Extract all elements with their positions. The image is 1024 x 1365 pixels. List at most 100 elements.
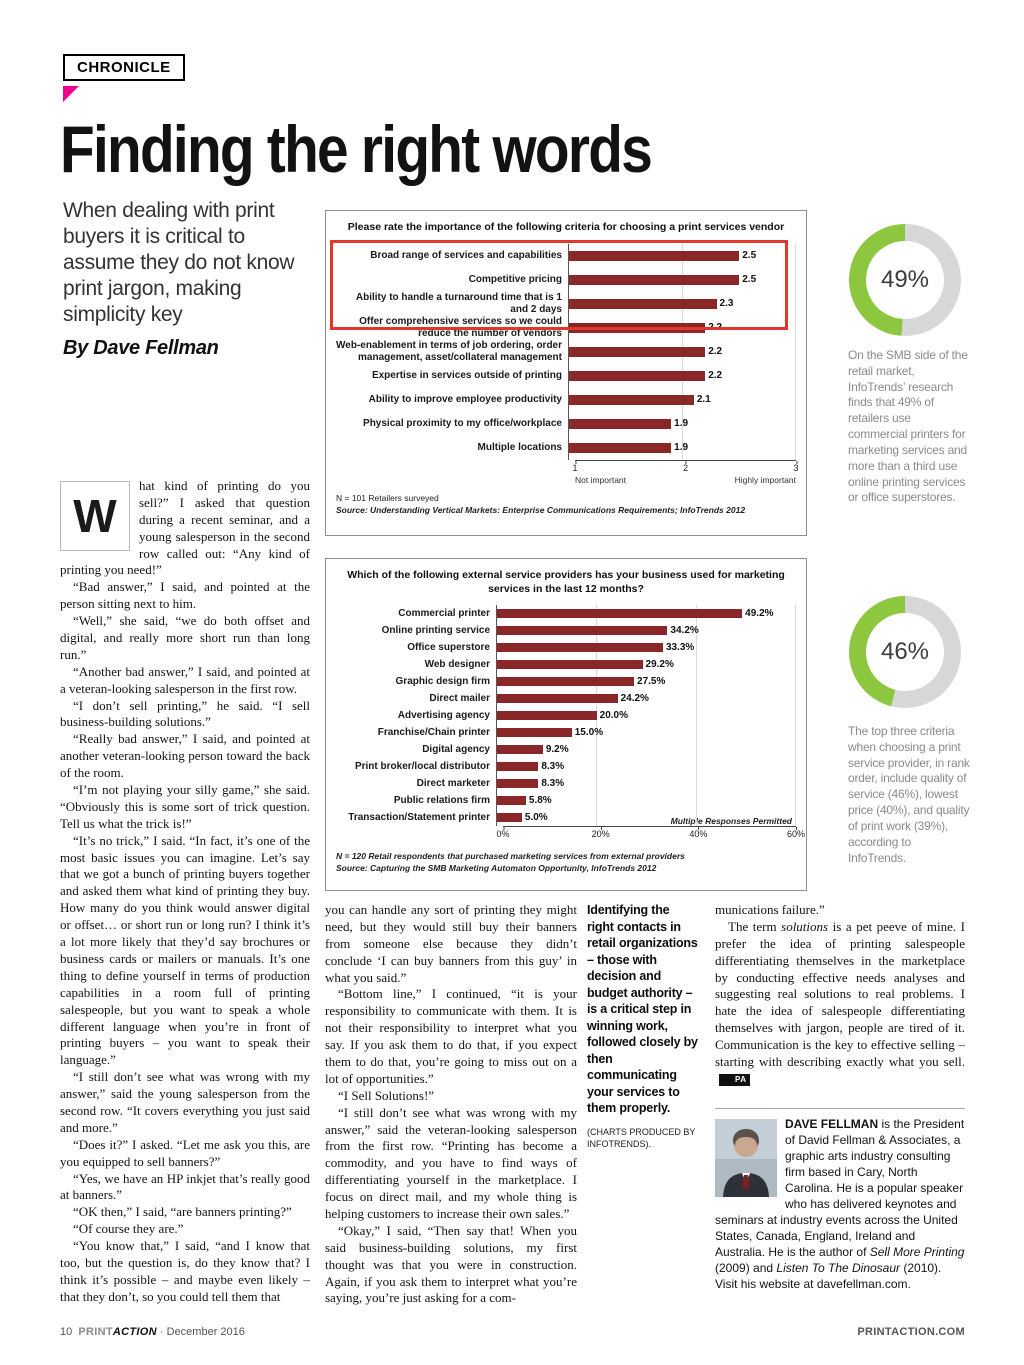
chart-bar: [569, 442, 672, 453]
chart-plot-area: Multiple Responses Permitted Commercial …: [336, 605, 796, 827]
chart-bar-track: 24.2%: [496, 690, 796, 708]
chart-source: Source: Understanding Vertical Markets: …: [336, 504, 746, 515]
chart-value-label: 5.8%: [528, 794, 552, 806]
kicker-label: CHRONICLE: [77, 59, 171, 76]
paragraph: “You know that,” I said, “and I know tha…: [60, 1238, 310, 1304]
chart-bar-track: 5.8%: [496, 792, 796, 810]
text-segment: Listen To The Dinosaur: [776, 1260, 901, 1275]
axis-endpoint-labels: Not important Highly important: [575, 476, 796, 485]
chart-bar-track: 33.3%: [496, 639, 796, 657]
chart-bar: [497, 694, 618, 704]
chart-bar-track: 27.5%: [496, 673, 796, 691]
chart-bar-track: 9.2%: [496, 741, 796, 759]
chart-row: Digital agency 9.2%: [336, 741, 796, 759]
chart-category-label: Digital agency: [422, 744, 490, 756]
chart-value-label: 29.2%: [645, 658, 674, 670]
paragraph: “I’m not playing your silly game,” she s…: [60, 782, 310, 831]
chart-row: Transaction/Statement printer 5.0%: [336, 809, 796, 827]
chart-bar: [569, 346, 706, 357]
chart-row: Print broker/local distributor 8.3%: [336, 758, 796, 776]
paragraph: “Okay,” I said, “Then say that! When you…: [325, 1222, 577, 1306]
chart-bar: [497, 711, 597, 721]
chart-row: Expertise in services outside of printin…: [336, 363, 796, 388]
drop-cap: W: [60, 481, 130, 551]
chart-title: Which of the following external service …: [347, 569, 785, 595]
kicker: CHRONICLE: [63, 54, 185, 81]
chart-row: Public relations firm 5.8%: [336, 792, 796, 810]
paragraph-list: munications failure.” The term solutions …: [715, 902, 965, 1088]
chart-bar-track: 8.3%: [496, 775, 796, 793]
page-number: 10: [60, 1326, 73, 1338]
chart-category-label: Physical proximity to my office/workplac…: [363, 417, 562, 429]
author-bio: DAVE FELLMAN is the President of David F…: [715, 1108, 965, 1292]
chart-bar-track: 2.1: [568, 387, 796, 412]
chart-value-label: 20.0%: [599, 709, 629, 721]
text-segment: The term: [728, 918, 782, 934]
chart-bar: [497, 626, 668, 636]
paragraph-list: you can handle any sort of printing they…: [325, 902, 577, 1307]
chart-value-label: 8.3%: [541, 777, 565, 789]
sidebar-stat-text-2: The top three criteria when choosing a p…: [848, 724, 970, 865]
chart-row: Multiple locations 1.9: [336, 435, 796, 460]
paragraph: “Well,” she said, “we do both offset and…: [60, 613, 310, 662]
chart-title: Please rate the importance of the follow…: [347, 221, 785, 233]
text-segment: DAVE FELLMAN: [785, 1117, 879, 1131]
chart-row: Ability to improve employee productivity…: [336, 387, 796, 412]
chart-bar: [497, 609, 743, 619]
chart-x-axis: 0% 20% 40% 60%: [336, 826, 805, 842]
chart-value-label: 1.9: [674, 417, 689, 429]
paragraph: “Bad answer,” I said, and pointed at the…: [60, 579, 310, 612]
bio-text: DAVE FELLMAN is the President of David F…: [715, 1117, 965, 1292]
text-segment: is the President of David Fellman & Asso…: [715, 1117, 965, 1259]
paragraph: “OK then,” I said, “are banners printing…: [73, 1204, 292, 1220]
donut-percentage: 46%: [880, 638, 930, 665]
text-segment: (2010). Visit his website at davefellman…: [715, 1260, 942, 1291]
chart-row: Office superstore 33.3%: [336, 639, 796, 657]
chart-value-label: 2.5: [742, 273, 757, 285]
sidebar-stat-text-1: On the SMB side of the retail market, In…: [848, 348, 968, 505]
chart-bar: [569, 370, 706, 381]
chart-bar-track: 29.2%: [496, 656, 796, 674]
chart-plot-area: Broad range of services and capabilities…: [330, 239, 796, 460]
chart-value-label: 49.2%: [745, 607, 774, 619]
chart-category-label: Office superstore: [407, 642, 490, 654]
chart-value-label: 1.9: [674, 441, 689, 453]
paragraph: “I Sell Solutions!”: [338, 1087, 435, 1103]
chart-bar: [569, 274, 740, 285]
chart-bar-track: 8.3%: [496, 758, 796, 776]
paragraph: “Does it?” I asked. “Let me ask you this…: [60, 1136, 310, 1169]
chart-value-label: 33.3%: [665, 641, 695, 653]
chart-category-label: Expertise in services outside of printin…: [371, 369, 562, 381]
chart-row: Competitive pricing 2.5: [336, 267, 796, 292]
axis-spacer: [336, 826, 503, 842]
chart-category-label: Transaction/Statement printer: [348, 812, 490, 824]
paragraph: “I still don’t see what was wrong with m…: [60, 1069, 310, 1135]
author-photo: [715, 1119, 777, 1197]
chart-bar-track: 20.0%: [496, 707, 796, 725]
chart-bar-track: 2.2: [568, 315, 796, 340]
chart-category-label: Offer comprehensive services so we could…: [359, 316, 562, 339]
chart-sample-note: N = 101 Retailers surveyed: [336, 493, 439, 504]
chart-value-label: 2.2: [708, 369, 723, 381]
chart-notes: N = 120 Retail respondents that purchase…: [336, 851, 796, 874]
chart-value-label: 27.5%: [637, 675, 666, 687]
chart-value-label: 2.2: [708, 321, 723, 333]
chart-bar: [497, 813, 522, 823]
chart-category-label: Direct mailer: [429, 693, 490, 705]
chart-row: Broad range of services and capabilities…: [336, 243, 796, 268]
chart-category-label: Web-enablement in terms of job ordering,…: [336, 340, 562, 363]
footer-website: PRINTACTION.COM: [857, 1326, 965, 1338]
paragraph: “I don’t sell printing,” he said. “I sel…: [60, 697, 310, 730]
chart-notes: N = 101 Retailers surveyed Source: Under…: [336, 493, 796, 516]
chart-value-label: 24.2%: [620, 692, 649, 704]
chart-bar-track: 2.2: [568, 363, 796, 388]
chart-value-label: 2.1: [696, 393, 711, 405]
chart-row: Franchise/Chain printer 15.0%: [336, 724, 796, 742]
chart-value-label: 5.0%: [524, 811, 548, 823]
donut-chart-46: 46%: [849, 596, 961, 708]
chart-value-label: 8.3%: [541, 760, 565, 772]
chart-category-label: Multiple locations: [477, 441, 562, 453]
deck-text: When dealing with print buyers it is cri…: [63, 199, 295, 327]
chart-bar-track: 1.9: [568, 411, 796, 436]
paragraph: you can handle any sort of printing they…: [325, 902, 577, 985]
